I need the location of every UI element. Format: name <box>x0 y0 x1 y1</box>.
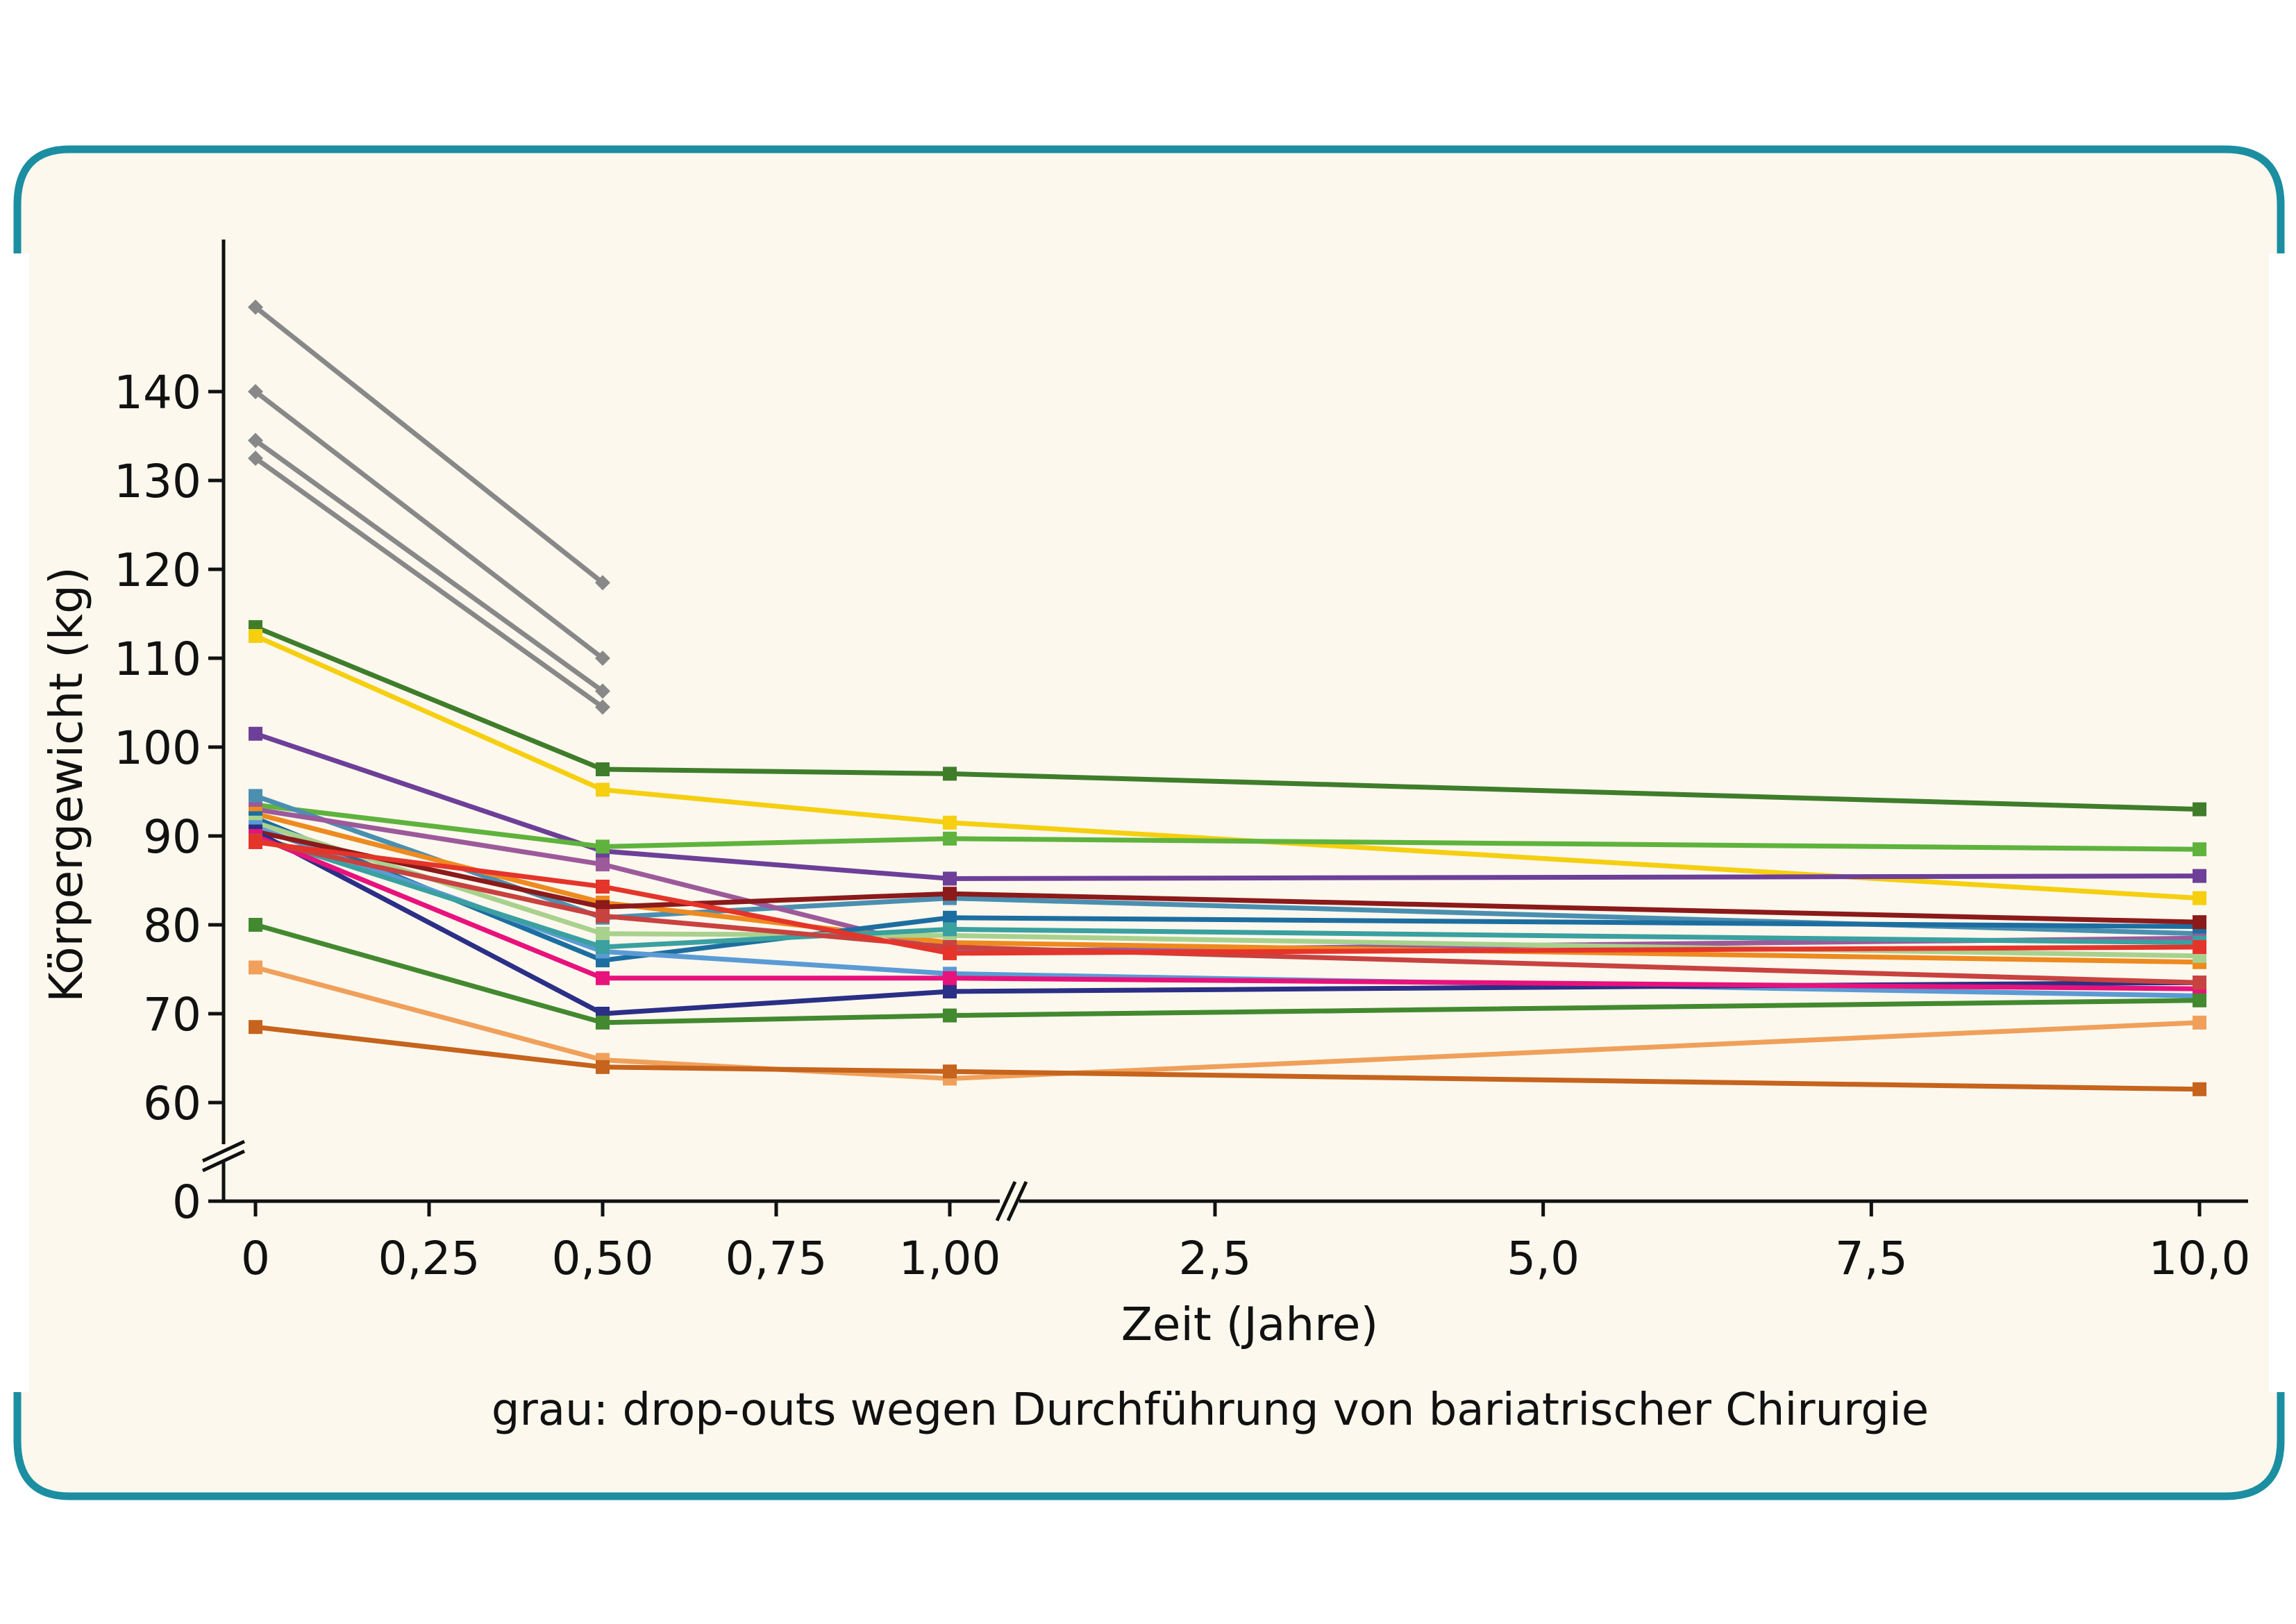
x-tick-label: 0 <box>241 1232 270 1285</box>
series-point <box>943 910 957 925</box>
y-tick-label: 60 <box>143 1077 201 1130</box>
dropout-point <box>248 433 263 449</box>
series-point <box>943 922 957 937</box>
y-tick-label: 100 <box>114 721 201 775</box>
series-point <box>943 985 957 998</box>
series-point <box>249 918 262 932</box>
series-line <box>254 731 2200 881</box>
series-point <box>2193 891 2206 905</box>
series-line <box>254 833 2200 991</box>
series-point <box>2193 1082 2206 1096</box>
series-line <box>254 633 2200 901</box>
series-point <box>596 857 610 871</box>
series-point <box>2193 993 2206 1007</box>
series-line <box>254 829 2200 1016</box>
series-point <box>2193 1015 2206 1030</box>
series-point <box>2193 940 2206 954</box>
series-point <box>2193 915 2206 930</box>
series-point <box>249 789 262 803</box>
y-tick-label: 110 <box>114 633 201 686</box>
panel-border-gap-right <box>2269 253 2290 1392</box>
y-tick-label: 140 <box>114 366 201 419</box>
series-point <box>2193 869 2206 883</box>
y-tick-label: 80 <box>143 899 201 953</box>
y-tick-label: 120 <box>114 544 201 597</box>
x-axis-title: Zeit (Jahre) <box>1121 1298 1379 1351</box>
series-line <box>255 922 2200 1026</box>
dropout-point <box>248 384 263 399</box>
dropout-point <box>595 683 610 699</box>
series-point <box>249 1020 262 1035</box>
series-point <box>596 926 610 941</box>
series-point <box>943 815 957 830</box>
dropout-point <box>248 299 263 315</box>
series-point <box>596 879 610 894</box>
x-tick-label: 1,00 <box>899 1232 1001 1285</box>
series-line <box>255 1024 2200 1092</box>
series-point <box>596 1060 610 1074</box>
y-axis-break-mark <box>201 1139 246 1163</box>
series-point <box>2193 976 2206 990</box>
series-point <box>596 971 610 985</box>
chart-panel <box>13 145 2285 1500</box>
series-line <box>254 624 2200 812</box>
dropout-series-line <box>253 438 605 694</box>
y-tick-label: 70 <box>143 988 201 1041</box>
dropout-point <box>248 451 263 466</box>
dropout-point <box>595 575 610 591</box>
x-axis-break-mark <box>995 1180 1017 1222</box>
y-tick-label: 130 <box>114 455 201 508</box>
series-point <box>596 940 610 954</box>
series-point <box>2193 842 2206 857</box>
y-axis-break-mark <box>201 1149 246 1173</box>
dropout-point <box>595 699 610 715</box>
series-point <box>596 839 610 854</box>
dropout-note: grau: drop-outs wegen Durchführung von b… <box>492 1384 1929 1436</box>
series-point <box>943 946 957 960</box>
series-point <box>943 887 957 901</box>
series-line <box>254 833 2200 950</box>
dropout-series-line <box>253 390 605 660</box>
x-tick-label: 2,5 <box>1179 1232 1252 1285</box>
dropout-series-line <box>253 456 605 710</box>
series-point <box>249 835 262 849</box>
dropout-series-group <box>248 299 610 715</box>
series-line <box>255 839 2200 956</box>
series-point <box>943 971 957 985</box>
y-tick-label: 90 <box>143 810 201 864</box>
y-axis-title: Körpergewicht (kg) <box>40 567 93 1002</box>
series-point <box>596 782 610 797</box>
series-point <box>943 767 957 781</box>
x-tick-label: 10,0 <box>2149 1232 2251 1285</box>
series-line <box>255 829 2200 925</box>
series-point <box>943 1064 957 1079</box>
series-line <box>255 837 2200 985</box>
series-point <box>249 960 262 975</box>
x-tick-label: 7,5 <box>1835 1232 1908 1285</box>
series-group <box>249 620 2206 1096</box>
x-tick-label: 0,75 <box>726 1232 828 1285</box>
panel-border-gap-left <box>8 253 29 1392</box>
dropout-series-line <box>253 305 605 585</box>
series-point <box>943 1008 957 1023</box>
series-point <box>2193 802 2206 817</box>
series-line <box>255 802 2200 852</box>
x-axis-break-mark <box>1006 1180 1028 1222</box>
x-tick-label: 5,0 <box>1507 1232 1579 1285</box>
series-point <box>249 726 262 741</box>
series-point <box>596 909 610 923</box>
series-point <box>943 831 957 846</box>
series-point <box>596 1015 610 1030</box>
series-point <box>943 871 957 886</box>
x-tick-label: 0,25 <box>378 1232 480 1285</box>
series-point <box>596 762 610 776</box>
axes: 0 60 70 80 90 100 110 120 130 140 0 0,25 0,50 0,75 1,0… <box>114 240 2250 1285</box>
series-point <box>249 629 262 643</box>
y-tick-label: 0 <box>172 1175 201 1229</box>
x-tick-label: 0,50 <box>552 1232 654 1285</box>
dropout-point <box>595 651 610 666</box>
